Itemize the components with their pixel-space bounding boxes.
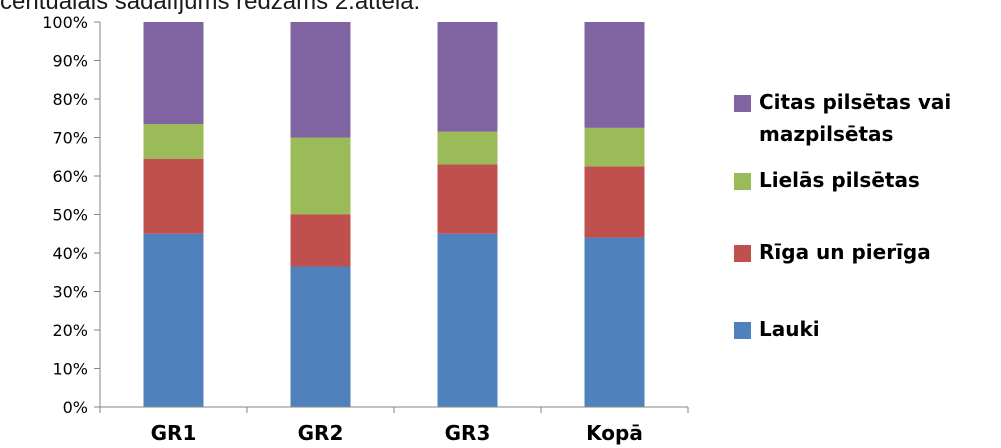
bar-segment (437, 131, 498, 165)
legend-swatch (734, 173, 751, 190)
legend-swatch (734, 245, 751, 262)
bar-segment (437, 22, 498, 132)
bar-segment (290, 22, 351, 138)
legend-label: Lauki (759, 317, 820, 341)
y-tick-label: 20% (52, 321, 88, 340)
legend-swatch (734, 95, 751, 112)
bar-segment (290, 214, 351, 267)
bar-segment (584, 127, 645, 167)
bar-segment (437, 164, 498, 234)
bar-segment (584, 237, 645, 407)
bar-segment (584, 22, 645, 128)
y-tick-label: 60% (52, 167, 88, 186)
bar-segment (584, 166, 645, 238)
caption-fragment: centuālais sadalījums redzams 2.attēlā. (0, 0, 421, 15)
bar-segment (143, 158, 204, 234)
y-tick-label: 70% (52, 129, 88, 148)
y-tick-label: 80% (52, 90, 88, 109)
bar-segment (290, 137, 351, 215)
bar-segment (143, 233, 204, 407)
x-category-label: GR3 (445, 421, 491, 445)
bars (143, 22, 645, 407)
y-tick-label: 10% (52, 360, 88, 379)
bar-segment (143, 124, 204, 159)
y-tick-label: 40% (52, 244, 88, 263)
x-category-label: Kopā (586, 421, 643, 445)
legend-label: Lielās pilsētas (759, 168, 920, 192)
y-tick-label: 90% (52, 52, 88, 71)
bar-segment (143, 22, 204, 125)
x-category-label: GR2 (298, 421, 344, 445)
legend-swatch (734, 322, 751, 339)
bar-segment (290, 266, 351, 407)
legend-label: Rīga un pierīga (759, 240, 931, 264)
y-tick-label: 50% (52, 206, 88, 225)
y-axis: 0% 10% 20% 30% 40% 50% 60% 70% 80% 90% 100% (42, 13, 101, 417)
legend-label: Citas pilsētas vai mazpilsētas (759, 90, 952, 146)
x-category-label: GR1 (151, 421, 197, 445)
y-tick-label: 100% (42, 13, 88, 32)
y-tick-label: 30% (52, 283, 88, 302)
bar-segment (437, 233, 498, 407)
x-axis: GR1 GR2 GR3 Kopā (99, 406, 689, 445)
y-tick-label: 0% (63, 398, 88, 417)
